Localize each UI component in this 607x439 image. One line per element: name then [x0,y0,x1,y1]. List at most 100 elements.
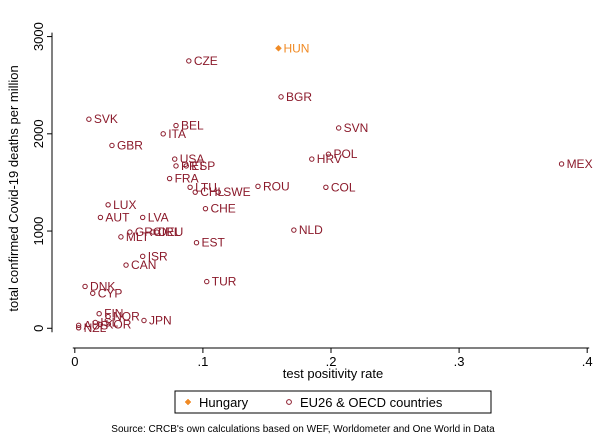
data-point-hun [275,44,282,52]
data-label-fin: FIN [104,307,123,321]
data-point-esp [183,163,189,169]
data-label-grc: GRC [135,225,162,239]
data-label-bel: BEL [181,119,204,133]
data-label-isl: ISL [100,315,118,329]
data-label-can: CAN [131,258,156,272]
data-label-cyp: CYP [98,286,123,300]
data-label-usa: USA [180,152,205,166]
data-point-bel [173,122,179,129]
y-tick-label: 2000 [31,119,46,148]
data-label-che: CHE [210,202,235,216]
data-label-hun: HUN [283,41,309,55]
data-point-irl [154,229,160,235]
data-point-chl [192,189,198,195]
data-label-nor: NOR [113,310,140,324]
data-label-isr: ISR [148,249,168,263]
x-tick-label: .3 [454,354,465,369]
data-point-cze [186,58,192,64]
data-point-ltu [187,184,193,190]
data-label-fra: FRA [175,172,199,186]
data-label-gbr: GBR [117,138,143,152]
data-label-mex: MEX [567,157,593,171]
data-label-lva: LVA [148,210,169,224]
x-tick-label: 0 [71,354,78,369]
data-point-jpn [141,317,147,324]
source-note: Source: CRCB's own calculations based on… [111,424,495,435]
data-point-hrv [309,156,315,162]
data-label-irl: IRL [162,225,181,239]
data-point-nor [105,313,111,320]
data-point-mlt [118,234,124,240]
y-tick-label: 1000 [31,217,46,246]
data-label-hrv: HRV [317,152,342,166]
legend-label-hungary: Hungary [199,395,249,410]
data-point-rou [255,183,261,190]
data-point-isl [92,319,99,326]
data-label-kor: KOR [105,317,131,331]
data-point-dnk [82,283,88,290]
y-tick-label: 0 [31,325,46,332]
y-tick-label: 3000 [31,22,46,51]
data-point-can [123,262,129,268]
axes: 0 1000 2000 3000 0 .1 .2 .3 .4 test positivity ra… [6,22,593,381]
x-tick-label: .4 [582,354,593,369]
data-label-chl: CHL [200,185,224,199]
data-label-nzl: NZL [84,321,107,335]
data-label-mlt: MLT [126,230,150,244]
data-point-tur [204,278,210,285]
data-point-cyp [90,290,96,296]
data-point-bgr [278,94,284,100]
data-label-col: COL [331,180,356,194]
legend: Hungary EU26 & OECD countries [174,390,492,414]
data-point-fra [166,175,173,182]
data-point-fin [96,310,102,317]
data-label-svk: SVK [94,112,118,126]
data-point-svn [335,125,342,131]
legend-label-eu26-oecd: EU26 & OECD countries [300,395,443,410]
data-label-rou: ROU [263,179,290,193]
data-label-ita: ITA [168,127,186,141]
data-label-deu: DEU [158,225,183,239]
x-tick-label: .1 [197,354,208,369]
data-point-swe [215,189,221,195]
data-point-deu [150,229,156,235]
data-label-aut: AUT [105,210,130,224]
data-label-jpn: JPN [149,313,172,327]
data-point-ita [160,131,166,137]
data-point-mex [558,161,565,167]
data-point-prt [173,163,179,169]
legend-marker-hungary [184,398,192,406]
data-point-isr [140,253,146,260]
data-label-ltu: LTU [195,180,217,194]
data-label-lux: LUX [113,198,136,212]
data-point-grc [127,229,133,235]
data-point-usa [172,156,178,162]
data-label-pol: POL [333,147,357,161]
data-point-nzl [75,325,82,331]
data-point-col [323,184,329,190]
data-point-lux [105,202,111,208]
data-label-aus: AUS [84,318,109,332]
data-point-kor [97,321,104,328]
data-label-prt: PRT [181,159,205,173]
legend-box [174,390,492,414]
data-label-est: EST [202,236,226,250]
data-label-tur: TUR [212,275,237,289]
data-point-gbr [109,142,115,149]
data-label-esp: ESP [191,159,215,173]
data-point-aut [97,214,104,221]
data-label-nld: NLD [299,223,323,237]
x-axis-title: test positivity rate [283,366,383,381]
data-point-lva [140,214,146,221]
data-label-dnk: DNK [90,279,115,293]
data-point-svk [86,116,92,122]
data-point-est [193,240,200,246]
data-point-pol [325,151,332,157]
legend-marker-eu26-oecd [286,399,292,405]
data-point-nld [291,227,297,233]
data-point-aus [75,322,82,329]
data-point-che [202,205,209,212]
data-label-cze: CZE [194,54,218,68]
